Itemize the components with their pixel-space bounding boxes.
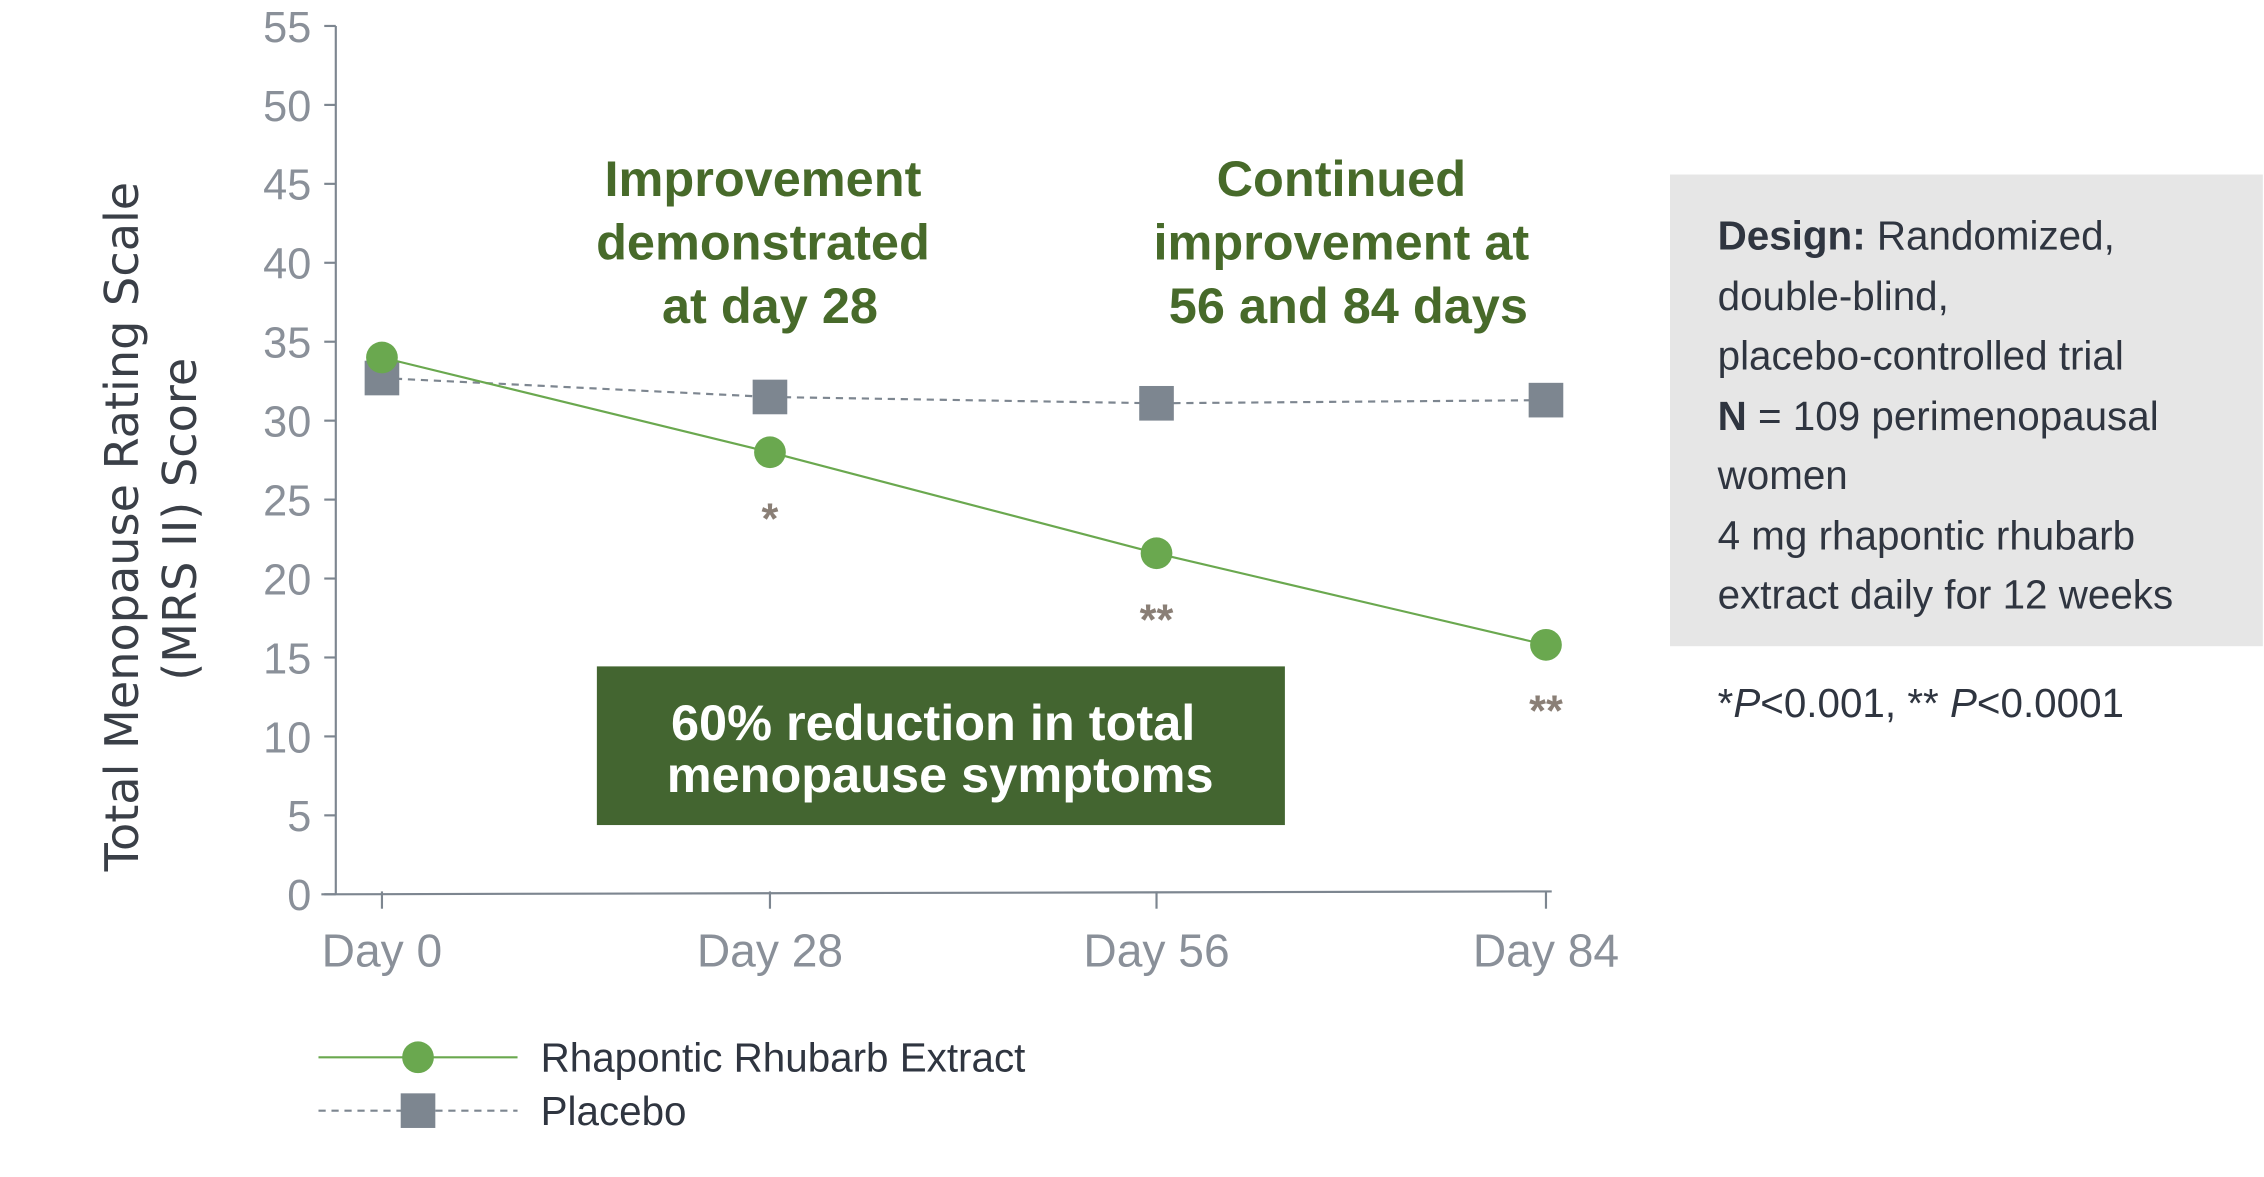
significance-marker: ** <box>1529 688 1563 736</box>
legend-circle-marker <box>402 1041 434 1074</box>
callout-text: 60% reduction in total menopause symptom… <box>667 694 1214 803</box>
design-line: placebo-controlled trial <box>1718 332 2124 378</box>
placebo-point <box>1528 382 1564 418</box>
rhubarb-point <box>366 341 398 374</box>
annotation-day56-84: Continued improvement at 56 and 84 days <box>1153 150 1543 334</box>
design-line: 4 mg rhapontic rhubarb <box>1718 513 2135 559</box>
y-tick-label: 35 <box>263 320 311 368</box>
callout-background <box>596 666 1285 826</box>
design-line: women <box>1717 452 1848 498</box>
rhubarb-point <box>754 436 786 469</box>
series-line-rhubarb <box>381 356 1547 646</box>
x-tick-label: Day 56 <box>1083 924 1229 976</box>
x-axis-line <box>321 890 1552 896</box>
significance-marker: ** <box>1140 597 1174 645</box>
legend: Rhapontic Rhubarb Extract Placebo <box>318 1035 1025 1134</box>
x-tick-label: Day 0 <box>322 924 443 976</box>
y-tick-label: 20 <box>263 556 311 604</box>
y-tick-label: 15 <box>263 635 311 683</box>
design-panel-background <box>1670 174 2263 647</box>
x-tick-label: Day 28 <box>697 924 843 976</box>
y-tick-label: 10 <box>263 714 311 762</box>
legend-label: Rhapontic Rhubarb Extract <box>541 1035 1026 1081</box>
y-tick-label: 50 <box>263 83 311 131</box>
y-tick-label: 45 <box>263 162 311 210</box>
significance-marker: * <box>762 496 779 544</box>
p-value-footnote: *P<0.001, ** P<0.0001 <box>1718 680 2124 726</box>
design-panel: Design: Randomized, double-blind, placeb… <box>1670 174 2263 647</box>
rhubarb-point <box>1140 537 1173 570</box>
rhubarb-point <box>1530 628 1562 661</box>
legend-square-marker <box>400 1093 436 1128</box>
legend-item-placebo: Placebo <box>318 1088 687 1134</box>
legend-label: Placebo <box>541 1088 687 1134</box>
y-tick-label: 55 <box>263 4 311 52</box>
placebo-point <box>1139 385 1174 421</box>
y-axis-title: Total Menopause Rating Scale (MRS II) Sc… <box>95 167 207 872</box>
legend-item-rhubarb: Rhapontic Rhubarb Extract <box>318 1035 1025 1081</box>
y-tick-label: 25 <box>263 477 311 525</box>
callout-box: 60% reduction in total menopause symptom… <box>596 666 1285 826</box>
y-tick-label: 40 <box>263 241 311 289</box>
plot-marks: ***** <box>364 341 1564 736</box>
design-line: extract daily for 12 weeks <box>1718 572 2174 618</box>
design-line: double-blind, <box>1718 273 1949 319</box>
x-tick-label: Day 84 <box>1473 924 1619 976</box>
y-tick-label: 5 <box>287 793 311 841</box>
axes: 0 5 10 15 20 25 30 35 40 45 50 55 Day 0 Day 28 Day 56 D… <box>263 4 1619 977</box>
annotation-day28: Improvement demonstrated at day 28 <box>596 150 944 334</box>
y-tick-label: 30 <box>263 399 311 447</box>
y-tick-label: 0 <box>287 872 311 920</box>
design-line: Design: Randomized, <box>1718 213 2115 259</box>
sample-size-line: N = 109 perimenopausal <box>1718 393 2159 439</box>
placebo-point <box>752 379 788 415</box>
